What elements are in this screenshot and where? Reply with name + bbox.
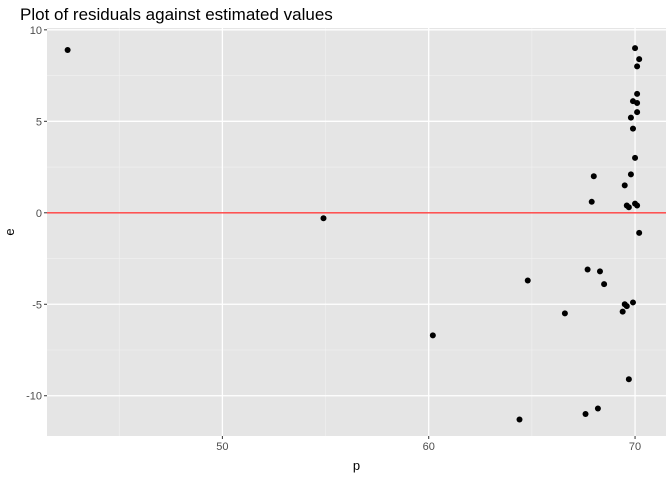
- data-point: [588, 198, 595, 205]
- data-point: [429, 332, 436, 339]
- data-point: [621, 182, 628, 189]
- data-point: [634, 109, 641, 116]
- x-tick-label: 60: [423, 441, 435, 453]
- y-tick-label: 10: [30, 25, 42, 37]
- data-point: [320, 215, 327, 222]
- data-point: [584, 266, 591, 273]
- data-point: [561, 310, 568, 317]
- data-point: [590, 173, 597, 180]
- data-point: [623, 303, 630, 310]
- data-point: [636, 56, 643, 63]
- data-point: [636, 229, 643, 236]
- data-point: [627, 114, 634, 121]
- data-points: [64, 45, 643, 423]
- data-point: [625, 376, 632, 383]
- data-point: [64, 46, 71, 53]
- data-point: [594, 405, 601, 412]
- data-point: [596, 268, 603, 275]
- data-point: [601, 281, 608, 288]
- y-tick-label: -10: [26, 391, 42, 403]
- chart-title: Plot of residuals against estimated valu…: [20, 5, 333, 24]
- data-point: [582, 411, 589, 418]
- plot-panel: [47, 28, 666, 436]
- y-tick-label: 0: [36, 208, 42, 220]
- x-tick-label: 50: [216, 441, 228, 453]
- x-axis-ticks: 50 60 70: [216, 436, 641, 453]
- y-tick-label: 5: [36, 116, 42, 128]
- data-point: [625, 204, 632, 211]
- data-point: [634, 90, 641, 97]
- data-point: [634, 100, 641, 107]
- data-point: [516, 416, 523, 423]
- data-point: [524, 277, 531, 284]
- data-point: [632, 154, 639, 161]
- x-tick-label: 70: [629, 441, 641, 453]
- x-axis-title: p: [353, 458, 360, 473]
- data-point: [619, 308, 626, 315]
- y-axis-title: e: [2, 228, 17, 235]
- data-point: [634, 63, 641, 70]
- y-axis-ticks: -10 -5 0 5 10: [26, 25, 47, 403]
- data-point: [629, 299, 636, 306]
- data-point: [632, 45, 639, 52]
- y-tick-label: -5: [32, 299, 42, 311]
- data-point: [627, 171, 634, 178]
- data-point: [629, 125, 636, 132]
- data-point: [634, 202, 641, 209]
